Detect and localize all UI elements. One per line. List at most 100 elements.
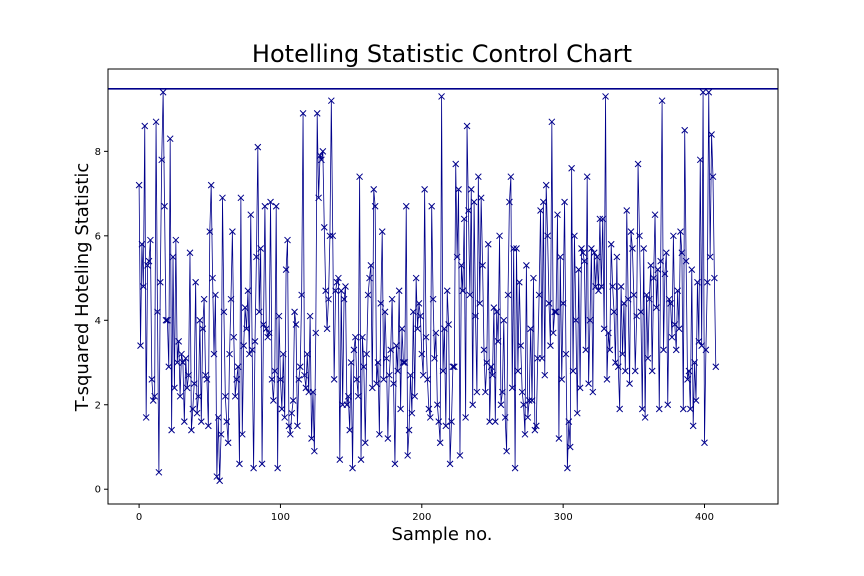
data-point-161 xyxy=(363,350,371,358)
chart-title: Hotelling Statistic Control Chart xyxy=(252,40,632,68)
data-point-289 xyxy=(544,232,551,240)
data-point-177 xyxy=(385,371,393,379)
data-point-271 xyxy=(518,388,526,396)
data-point-277 xyxy=(527,325,534,333)
data-point-369 xyxy=(657,257,665,265)
data-point-248 xyxy=(486,418,493,425)
data-point-364 xyxy=(650,274,657,282)
data-point-370 xyxy=(658,97,666,105)
data-point-195 xyxy=(411,392,419,400)
data-point-137 xyxy=(329,232,337,240)
data-point-168 xyxy=(373,380,380,387)
data-point-205 xyxy=(425,405,433,413)
data-point-288 xyxy=(542,181,550,189)
data-point-285 xyxy=(538,354,546,362)
data-point-328 xyxy=(599,215,607,223)
data-point-192 xyxy=(407,371,414,379)
y-tick-label-4: 4 xyxy=(95,316,101,327)
data-point-2 xyxy=(138,240,146,248)
data-point-133 xyxy=(323,325,331,333)
data-point-318 xyxy=(585,380,592,387)
data-point-290 xyxy=(545,300,553,307)
data-point-219 xyxy=(445,321,453,328)
data-point-347 xyxy=(626,380,633,387)
data-point-373 xyxy=(662,249,670,257)
data-point-275 xyxy=(524,414,532,421)
data-point-145 xyxy=(340,295,348,303)
data-point-183 xyxy=(394,367,402,375)
data-point-381 xyxy=(674,287,681,295)
data-point-303 xyxy=(564,464,571,472)
data-point-382 xyxy=(675,325,683,333)
data-point-341 xyxy=(617,283,625,290)
data-point-236 xyxy=(469,401,477,409)
data-point-185 xyxy=(397,405,404,413)
data-point-151 xyxy=(349,464,356,472)
data-point-176 xyxy=(384,435,392,442)
data-point-278 xyxy=(528,397,536,404)
data-point-179 xyxy=(388,295,396,303)
data-point-70 xyxy=(234,363,242,371)
data-point-340 xyxy=(616,405,624,413)
data-point-156 xyxy=(356,173,363,181)
data-point-311 xyxy=(575,266,583,273)
data-point-17 xyxy=(159,88,167,96)
data-point-130 xyxy=(319,148,327,155)
data-point-80 xyxy=(248,346,256,354)
data-point-233 xyxy=(465,207,472,214)
data-point-378 xyxy=(670,232,677,240)
data-point-0 xyxy=(135,181,143,189)
x-tick-label-400: 400 xyxy=(695,512,714,523)
data-point-167 xyxy=(371,202,379,210)
data-point-345 xyxy=(623,207,631,214)
data-point-25 xyxy=(171,384,178,392)
data-point-12 xyxy=(152,118,160,126)
data-point-385 xyxy=(679,405,687,413)
data-point-312 xyxy=(576,384,584,392)
data-point-76 xyxy=(243,325,250,333)
data-point-84 xyxy=(254,143,262,151)
data-point-65 xyxy=(227,295,235,303)
data-point-218 xyxy=(443,287,451,295)
data-point-153 xyxy=(352,333,359,341)
data-point-346 xyxy=(624,295,632,303)
data-point-5 xyxy=(142,414,150,421)
data-point-68 xyxy=(231,392,239,400)
data-point-8 xyxy=(147,236,154,244)
data-point-44 xyxy=(197,418,205,425)
data-point-91 xyxy=(264,333,272,341)
x-tick-label-200: 200 xyxy=(412,512,431,523)
data-point-170 xyxy=(376,430,383,438)
data-point-26 xyxy=(172,236,180,244)
data-point-110 xyxy=(291,308,298,316)
data-point-208 xyxy=(429,295,437,303)
data-point-323 xyxy=(592,283,600,290)
data-point-259 xyxy=(501,414,509,421)
data-point-174 xyxy=(381,308,389,316)
data-point-1 xyxy=(137,342,144,349)
data-point-56 xyxy=(214,414,222,421)
data-point-139 xyxy=(332,287,339,295)
data-point-268 xyxy=(514,367,522,375)
data-point-269 xyxy=(515,278,523,286)
data-point-384 xyxy=(678,249,686,257)
data-point-86 xyxy=(257,245,265,252)
data-point-266 xyxy=(511,464,519,472)
data-point-276 xyxy=(525,397,533,404)
data-point-104 xyxy=(282,266,290,273)
data-point-28 xyxy=(175,338,183,345)
data-point-150 xyxy=(347,359,355,366)
data-point-391 xyxy=(688,266,696,273)
data-point-301 xyxy=(561,198,568,206)
data-point-58 xyxy=(217,430,225,438)
data-point-279 xyxy=(530,274,537,282)
data-point-274 xyxy=(523,262,530,269)
data-point-338 xyxy=(613,253,621,261)
data-point-13 xyxy=(154,308,161,316)
data-point-221 xyxy=(448,418,455,425)
data-point-21 xyxy=(165,363,173,371)
data-point-217 xyxy=(442,422,450,430)
data-point-215 xyxy=(439,367,447,375)
data-point-125 xyxy=(312,329,320,337)
